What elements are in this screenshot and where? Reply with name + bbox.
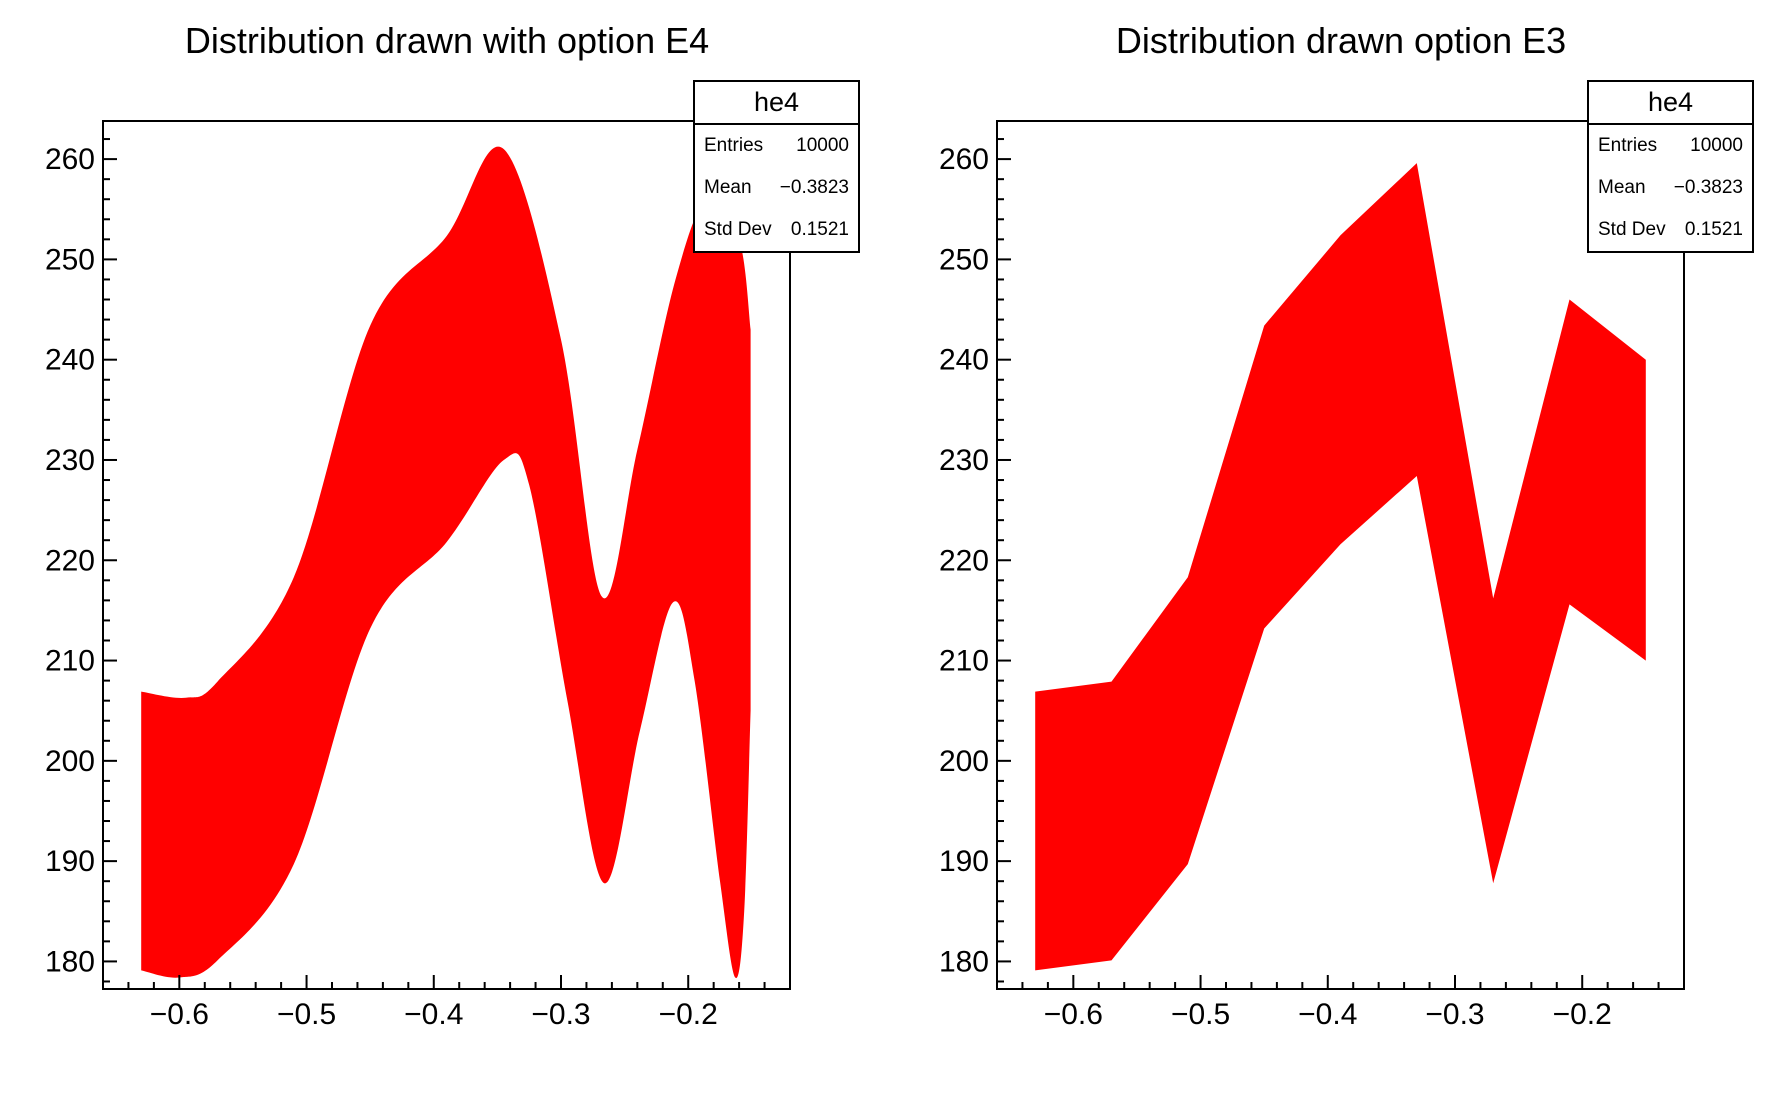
stats-label: Entries	[1598, 135, 1658, 156]
error-band-e4	[141, 146, 751, 979]
y-tick-label: 260	[45, 143, 95, 176]
stats-row-stddev: Std Dev 0.1521	[1589, 209, 1752, 251]
error-band-e3	[1035, 163, 1646, 971]
y-tick-label: 240	[45, 344, 95, 377]
stats-title: he4	[695, 82, 858, 125]
y-tick-label: 180	[939, 945, 989, 978]
stats-label: Mean	[1598, 177, 1646, 198]
x-tick-label: −0.4	[404, 998, 463, 1031]
x-tick-label: −0.2	[1553, 998, 1612, 1031]
x-tick-label: −0.4	[1298, 998, 1357, 1031]
y-tick-label: 210	[45, 645, 95, 678]
y-tick-label: 230	[45, 444, 95, 477]
stats-rows: Entries 10000 Mean −0.3823 Std Dev 0.152…	[695, 125, 858, 251]
y-tick-label: 250	[939, 243, 989, 276]
y-tick-label: 230	[939, 444, 989, 477]
y-tick-label: 220	[45, 544, 95, 577]
y-tick-label: 210	[939, 645, 989, 678]
y-tick-label: 240	[939, 344, 989, 377]
stats-label: Entries	[704, 135, 764, 156]
stats-value: 10000	[796, 135, 849, 156]
pad-title-e4: Distribution drawn with option E4	[184, 20, 710, 61]
stats-value: 10000	[1690, 135, 1743, 156]
stats-value: 0.1521	[790, 219, 849, 240]
y-tick-label: 200	[939, 745, 989, 778]
stats-row-stddev: Std Dev 0.1521	[695, 209, 858, 251]
x-tick-label: −0.6	[150, 998, 209, 1031]
stats-row-mean: Mean −0.3823	[695, 167, 858, 209]
y-tick-label: 200	[45, 745, 95, 778]
y-tick-label: 190	[939, 845, 989, 878]
stats-title: he4	[1589, 82, 1752, 125]
stats-box-e4[interactable]: he4 Entries 10000 Mean −0.3823 Std Dev 0…	[693, 80, 860, 253]
pad-title-e3: Distribution drawn option E3	[1115, 20, 1567, 61]
x-tick-label: −0.3	[531, 998, 590, 1031]
stats-row-entries: Entries 10000	[1589, 125, 1752, 167]
y-tick-label: 220	[939, 544, 989, 577]
stats-label: Std Dev	[704, 219, 772, 240]
plot-frame	[102, 120, 791, 990]
y-tick-label: 180	[45, 945, 95, 978]
stats-row-entries: Entries 10000	[695, 125, 858, 167]
x-tick-label: −0.5	[1171, 998, 1230, 1031]
y-tick-label: 260	[939, 143, 989, 176]
stats-rows: Entries 10000 Mean −0.3823 Std Dev 0.152…	[1589, 125, 1752, 251]
y-tick-label: 250	[45, 243, 95, 276]
y-tick-label: 190	[45, 845, 95, 878]
stats-value: −0.3823	[1673, 177, 1743, 198]
x-tick-label: −0.6	[1044, 998, 1103, 1031]
stats-value: −0.3823	[779, 177, 849, 198]
stats-row-mean: Mean −0.3823	[1589, 167, 1752, 209]
x-tick-label: −0.3	[1425, 998, 1484, 1031]
stats-box-e3[interactable]: he4 Entries 10000 Mean −0.3823 Std Dev 0…	[1587, 80, 1754, 253]
stats-label: Mean	[704, 177, 752, 198]
stats-label: Std Dev	[1598, 219, 1666, 240]
x-tick-label: −0.5	[277, 998, 336, 1031]
stats-value: 0.1521	[1684, 219, 1743, 240]
x-tick-label: −0.2	[659, 998, 718, 1031]
plot-frame	[996, 120, 1685, 990]
